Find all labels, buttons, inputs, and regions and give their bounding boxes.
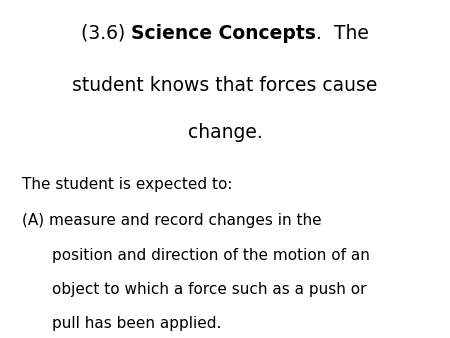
Text: The student is expected to:: The student is expected to: bbox=[22, 177, 233, 192]
Text: (A) measure and record changes in the: (A) measure and record changes in the bbox=[22, 213, 322, 228]
Text: (3.6): (3.6) bbox=[81, 24, 131, 43]
Text: pull has been applied.: pull has been applied. bbox=[52, 316, 221, 331]
Text: change.: change. bbox=[188, 123, 262, 142]
Text: object to which a force such as a push or: object to which a force such as a push o… bbox=[52, 282, 366, 297]
Text: position and direction of the motion of an: position and direction of the motion of … bbox=[52, 248, 369, 263]
Text: Science Concepts: Science Concepts bbox=[131, 24, 316, 43]
Text: student knows that forces cause: student knows that forces cause bbox=[72, 76, 378, 95]
Text: .  The: . The bbox=[316, 24, 369, 43]
